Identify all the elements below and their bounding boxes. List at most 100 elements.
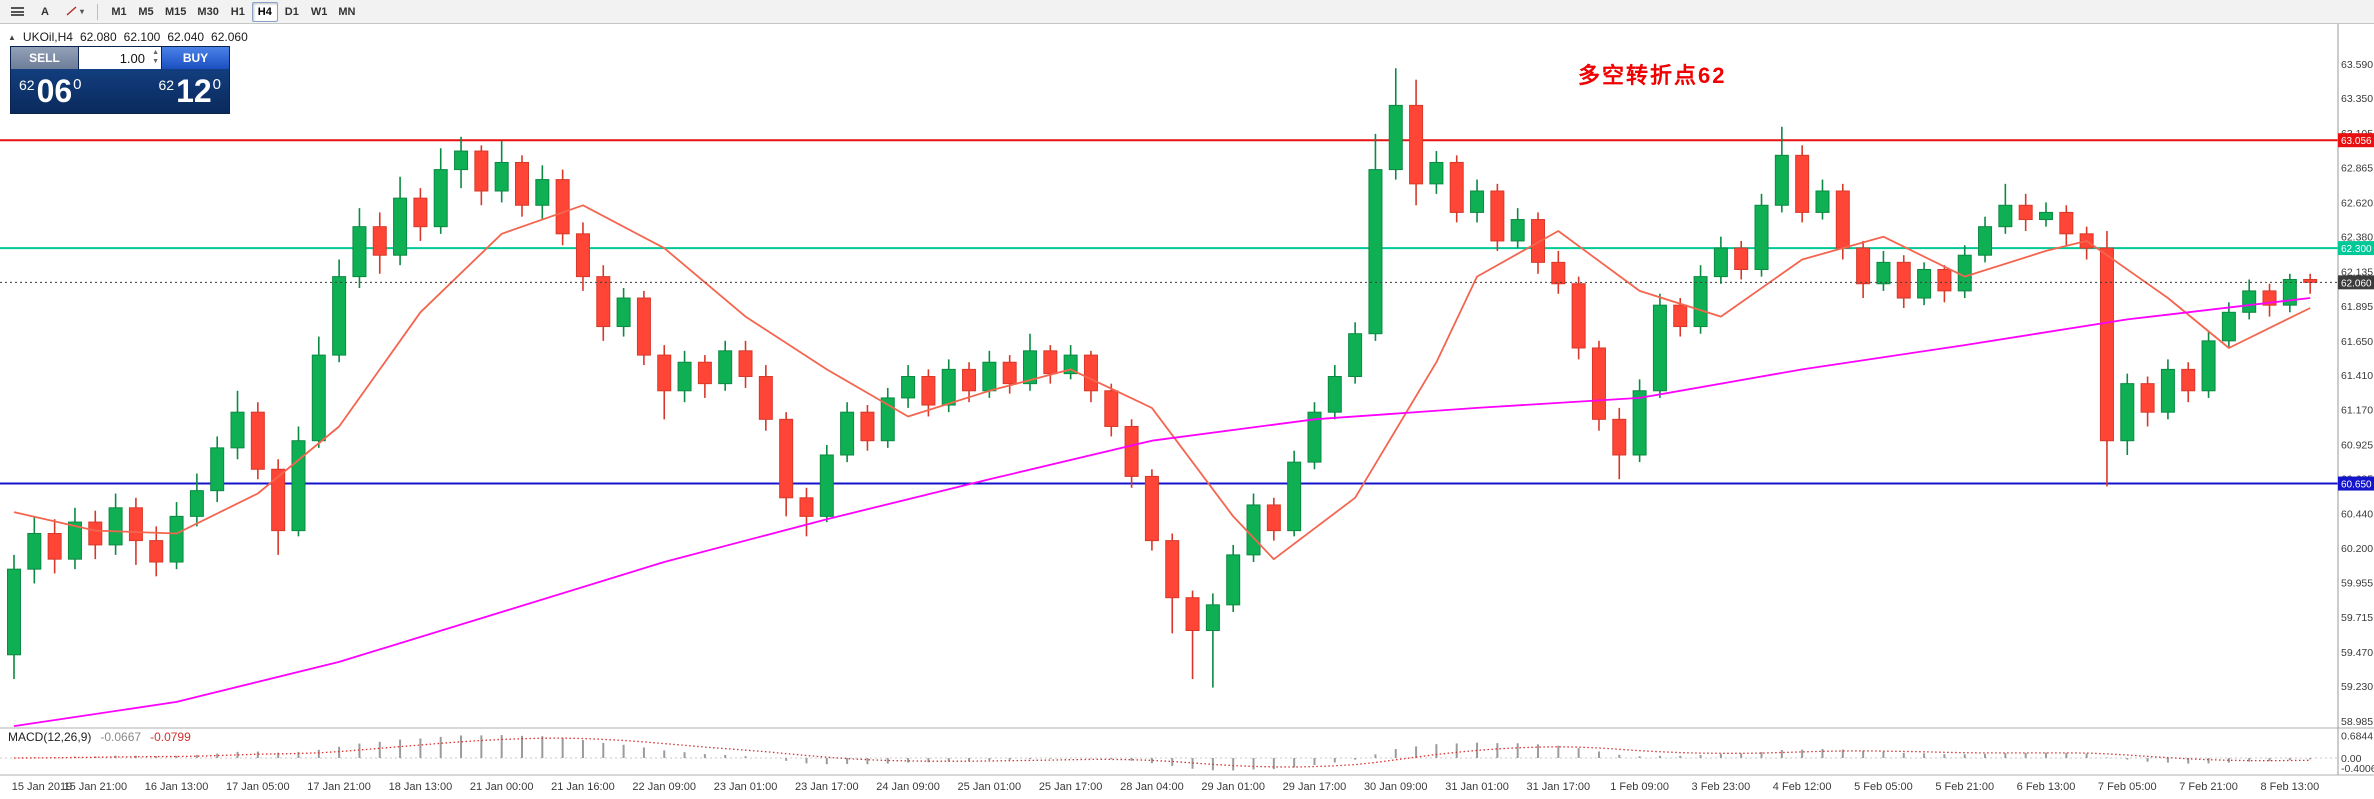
lot-size-input[interactable] bbox=[79, 47, 161, 69]
svg-text:61.170: 61.170 bbox=[2341, 404, 2373, 416]
lot-increase-button[interactable]: ▲ bbox=[152, 49, 159, 56]
lot-decrease-button[interactable]: ▼ bbox=[152, 58, 159, 65]
macd-signal-value: -0.0799 bbox=[150, 730, 191, 744]
svg-text:16 Jan 13:00: 16 Jan 13:00 bbox=[145, 781, 209, 793]
svg-text:31 Jan 01:00: 31 Jan 01:00 bbox=[1445, 781, 1509, 793]
svg-text:30 Jan 09:00: 30 Jan 09:00 bbox=[1364, 781, 1428, 793]
toolbar-separator bbox=[97, 3, 99, 20]
svg-text:24 Jan 09:00: 24 Jan 09:00 bbox=[876, 781, 940, 793]
timeframe-button-m1[interactable]: M1 bbox=[111, 5, 127, 18]
low-value: 62.040 bbox=[167, 30, 205, 44]
lot-size-box: ▲ ▼ bbox=[79, 47, 161, 69]
buy-price-sup: 0 bbox=[212, 76, 221, 93]
svg-text:63.056: 63.056 bbox=[2341, 136, 2372, 147]
timeframe-button-h1[interactable]: H1 bbox=[230, 5, 245, 18]
svg-text:63.350: 63.350 bbox=[2341, 93, 2373, 105]
svg-text:61.895: 61.895 bbox=[2341, 301, 2373, 313]
buy-price-prefix: 62 bbox=[158, 77, 175, 93]
svg-text:62.380: 62.380 bbox=[2341, 232, 2373, 244]
sell-price-sup: 0 bbox=[73, 76, 82, 93]
svg-text:17 Jan 05:00: 17 Jan 05:00 bbox=[226, 781, 290, 793]
chevron-down-icon: ▾ bbox=[80, 7, 85, 16]
svg-text:62.620: 62.620 bbox=[2341, 197, 2373, 209]
trendline-tool-button[interactable]: ▾ bbox=[60, 2, 89, 22]
svg-text:29 Jan 17:00: 29 Jan 17:00 bbox=[1283, 781, 1347, 793]
menu-button[interactable] bbox=[4, 2, 30, 22]
svg-text:28 Jan 04:00: 28 Jan 04:00 bbox=[1120, 781, 1184, 793]
svg-text:0.00: 0.00 bbox=[2341, 753, 2362, 765]
svg-text:60.200: 60.200 bbox=[2341, 543, 2373, 555]
svg-text:21 Jan 16:00: 21 Jan 16:00 bbox=[551, 781, 615, 793]
sell-price[interactable]: 62 06 0 bbox=[19, 72, 82, 110]
svg-text:-0.4006: -0.4006 bbox=[2341, 763, 2374, 775]
sell-price-main: 06 bbox=[36, 73, 73, 109]
close-value: 62.060 bbox=[211, 30, 248, 44]
symbol-period-label: UKOil,H4 bbox=[22, 30, 73, 44]
macd-main-value: -0.0667 bbox=[100, 730, 142, 744]
svg-text:59.470: 59.470 bbox=[2341, 647, 2373, 659]
buy-price-main: 12 bbox=[176, 73, 212, 109]
svg-text:62.300: 62.300 bbox=[2341, 244, 2372, 255]
svg-text:7 Feb 05:00: 7 Feb 05:00 bbox=[2098, 781, 2157, 793]
buy-price[interactable]: 62 12 0 bbox=[158, 72, 221, 110]
lot-spinner: ▲ ▼ bbox=[152, 48, 159, 66]
svg-text:18 Jan 13:00: 18 Jan 13:00 bbox=[389, 781, 453, 793]
svg-text:59.955: 59.955 bbox=[2341, 578, 2373, 590]
sell-price-prefix: 62 bbox=[19, 77, 35, 93]
svg-text:4 Feb 12:00: 4 Feb 12:00 bbox=[1773, 781, 1832, 793]
trade-panel-controls: SELL ▲ ▼ BUY bbox=[11, 47, 229, 69]
svg-text:5 Feb 21:00: 5 Feb 21:00 bbox=[1935, 781, 1994, 793]
svg-text:60.650: 60.650 bbox=[2341, 480, 2372, 491]
svg-text:25 Jan 01:00: 25 Jan 01:00 bbox=[958, 781, 1022, 793]
svg-text:7 Feb 21:00: 7 Feb 21:00 bbox=[2179, 781, 2238, 793]
svg-text:59.230: 59.230 bbox=[2341, 681, 2373, 693]
svg-text:63.590: 63.590 bbox=[2341, 59, 2373, 71]
chart-ohlc-header: ▲ UKOil,H4 62.080 62.100 62.040 62.060 bbox=[8, 30, 248, 44]
svg-text:29 Jan 01:00: 29 Jan 01:00 bbox=[1201, 781, 1265, 793]
svg-text:25 Jan 17:00: 25 Jan 17:00 bbox=[1039, 781, 1103, 793]
one-click-trading-panel: SELL ▲ ▼ BUY 62 06 0 62 12 0 bbox=[10, 46, 230, 114]
timeframe-button-m5[interactable]: M5 bbox=[138, 5, 154, 18]
svg-text:59.715: 59.715 bbox=[2341, 612, 2373, 624]
svg-text:8 Feb 13:00: 8 Feb 13:00 bbox=[2260, 781, 2319, 793]
svg-text:1 Feb 09:00: 1 Feb 09:00 bbox=[1610, 781, 1669, 793]
svg-text:15 Jan 21:00: 15 Jan 21:00 bbox=[63, 781, 127, 793]
timeframe-button-w1[interactable]: W1 bbox=[310, 5, 328, 18]
svg-text:62.060: 62.060 bbox=[2341, 278, 2372, 289]
svg-text:31 Jan 17:00: 31 Jan 17:00 bbox=[1527, 781, 1591, 793]
svg-text:62.865: 62.865 bbox=[2341, 162, 2373, 174]
svg-text:5 Feb 05:00: 5 Feb 05:00 bbox=[1854, 781, 1913, 793]
sell-button[interactable]: SELL bbox=[11, 47, 79, 69]
text-tool-button[interactable]: A bbox=[41, 5, 49, 18]
timeframe-button-mn[interactable]: MN bbox=[338, 5, 356, 18]
svg-text:0.6844: 0.6844 bbox=[2341, 730, 2373, 742]
svg-text:23 Jan 17:00: 23 Jan 17:00 bbox=[795, 781, 859, 793]
toolbar: A ▾ M1 M5 M15 M30 H1 H4 D1 W1 MN bbox=[0, 0, 2374, 24]
svg-text:22 Jan 09:00: 22 Jan 09:00 bbox=[632, 781, 696, 793]
svg-text:23 Jan 01:00: 23 Jan 01:00 bbox=[714, 781, 778, 793]
timeframe-group: M1 M5 M15 M30 H1 H4 D1 W1 MN bbox=[106, 1, 360, 22]
svg-text:61.410: 61.410 bbox=[2341, 370, 2373, 382]
svg-text:60.440: 60.440 bbox=[2341, 509, 2373, 521]
svg-text:60.925: 60.925 bbox=[2341, 439, 2373, 451]
svg-text:21 Jan 00:00: 21 Jan 00:00 bbox=[470, 781, 534, 793]
buy-button[interactable]: BUY bbox=[161, 47, 229, 69]
trendline-icon bbox=[66, 6, 77, 16]
macd-indicator-label: MACD(12,26,9) -0.0667 -0.0799 bbox=[8, 730, 191, 744]
svg-text:15 Jan 2019: 15 Jan 2019 bbox=[12, 781, 73, 793]
open-value: 62.080 bbox=[79, 30, 117, 44]
macd-name: MACD(12,26,9) bbox=[8, 730, 92, 744]
chart-annotation-text: 多空转折点62 bbox=[1578, 63, 1727, 88]
svg-text:17 Jan 21:00: 17 Jan 21:00 bbox=[307, 781, 371, 793]
menu-icon bbox=[10, 7, 24, 16]
one-click-toggle-icon[interactable]: ▲ bbox=[8, 32, 16, 42]
timeframe-button-d1[interactable]: D1 bbox=[284, 5, 299, 18]
svg-text:3 Feb 23:00: 3 Feb 23:00 bbox=[1692, 781, 1751, 793]
high-value: 62.100 bbox=[123, 30, 161, 44]
timeframe-button-m30[interactable]: M30 bbox=[197, 5, 219, 18]
timeframe-button-h4[interactable]: H4 bbox=[251, 1, 278, 22]
timeframe-button-m15[interactable]: M15 bbox=[165, 5, 187, 18]
svg-text:58.985: 58.985 bbox=[2341, 716, 2373, 728]
